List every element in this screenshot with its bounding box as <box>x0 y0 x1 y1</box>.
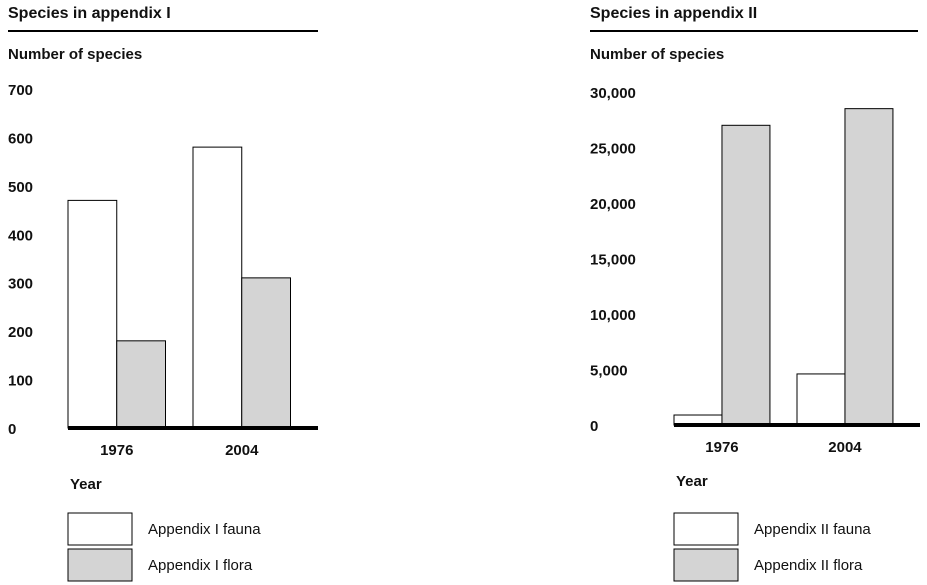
y-tick-label: 600 <box>8 130 33 147</box>
x-tick-label: 1976 <box>100 442 133 459</box>
bar <box>116 340 166 429</box>
y-tick-label: 300 <box>8 276 33 293</box>
legend-swatch <box>673 512 739 546</box>
x-axis-label: Year <box>676 473 708 490</box>
y-tick-label: 0 <box>8 421 16 438</box>
y-tick-label: 400 <box>8 227 33 244</box>
legend-label: Appendix I flora <box>148 557 253 574</box>
y-tick-label: 25,000 <box>590 140 636 157</box>
y-tick-label: 20,000 <box>590 196 636 213</box>
y-axis-label: Number of species <box>8 46 142 63</box>
x-axis-label: Year <box>70 476 102 493</box>
bar <box>67 199 118 429</box>
bar <box>844 108 894 426</box>
legend-label: Appendix I fauna <box>148 521 261 538</box>
y-tick-label: 15,000 <box>590 251 636 268</box>
y-tick-label: 700 <box>8 82 33 99</box>
legend-swatch <box>67 512 133 546</box>
bar <box>721 124 771 426</box>
y-tick-label: 100 <box>8 373 33 390</box>
chart-title: Species in appendix I <box>8 5 171 22</box>
y-tick-label: 500 <box>8 179 33 196</box>
x-tick-label: 2004 <box>828 439 862 456</box>
y-tick-label: 10,000 <box>590 307 636 324</box>
legend-label: Appendix II flora <box>754 557 863 574</box>
chart-title: Species in appendix II <box>590 5 757 22</box>
y-tick-label: 5,000 <box>590 362 628 379</box>
legend-swatch <box>673 548 739 582</box>
legend-swatch <box>67 548 133 582</box>
y-tick-label: 200 <box>8 324 33 341</box>
x-tick-label: 2004 <box>225 442 259 459</box>
y-tick-label: 0 <box>590 418 598 435</box>
y-axis-label: Number of species <box>590 46 724 63</box>
x-tick-label: 1976 <box>705 439 738 456</box>
legend-label: Appendix II fauna <box>754 521 871 538</box>
bar <box>192 146 243 429</box>
y-tick-label: 30,000 <box>590 85 636 102</box>
bar <box>241 277 291 429</box>
bar <box>796 373 846 426</box>
